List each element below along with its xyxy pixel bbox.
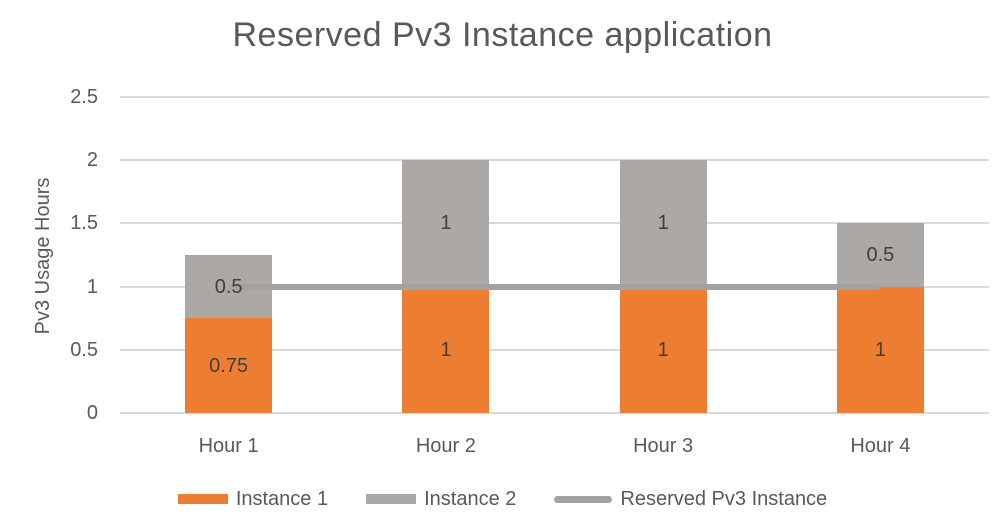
legend-label: Reserved Pv3 Instance [620, 487, 828, 510]
y-tick-label: 1 [86, 275, 98, 298]
legend-item: Instance 1 [177, 487, 329, 511]
legend-item: Instance 2 [366, 488, 516, 511]
y-tick-label: 0 [86, 402, 98, 424]
bar-segment-1 [402, 286, 490, 413]
x-tick-label: Hour 1 [198, 435, 259, 457]
gridline [120, 96, 989, 98]
bar-segment-1 [185, 318, 273, 413]
gridline [120, 348, 989, 351]
x-tick-label: Hour 2 [415, 435, 476, 457]
bar-segment-2 [619, 160, 707, 287]
x-tick-label: Hour 4 [850, 435, 911, 457]
legend-line-swatch [554, 495, 613, 503]
bar-segment-2 [836, 223, 924, 287]
gridline [120, 159, 989, 162]
bar-data-label: 0.75 [209, 354, 249, 377]
legend-label: Instance 2 [424, 487, 517, 510]
bar-segment-1 [619, 286, 707, 413]
bar-data-label: 1 [657, 212, 669, 235]
reserved-line [228, 283, 881, 290]
bar-data-label: 1 [874, 338, 886, 361]
bar-data-label: 0.5 [214, 275, 243, 298]
legend: Instance 1 Instance 2 Reserved Pv3 Instanc… [0, 484, 1005, 514]
legend-item: Reserved Pv3 Instance [554, 488, 827, 511]
x-tick-label: Hour 3 [633, 435, 694, 457]
chart-title: Reserved Pv3 Instance application [232, 16, 773, 54]
bar-data-label: 0.5 [866, 244, 895, 266]
y-tick-label: 0.5 [70, 338, 98, 361]
bar-segment-2 [402, 160, 490, 287]
legend-rect-swatch [177, 494, 228, 504]
bar-segment-1 [836, 286, 924, 413]
gridline [120, 412, 989, 414]
gridline [120, 222, 989, 225]
y-tick-label: 2.5 [70, 86, 98, 108]
legend-label: Instance 1 [235, 487, 329, 510]
legend-rect-swatch [366, 494, 417, 504]
bar-data-label: 1 [440, 212, 452, 235]
y-tick-label: 2 [86, 149, 98, 172]
bar-data-label: 1 [440, 338, 452, 361]
y-tick-label: 1.5 [70, 212, 98, 235]
bar-data-label: 1 [657, 338, 669, 361]
